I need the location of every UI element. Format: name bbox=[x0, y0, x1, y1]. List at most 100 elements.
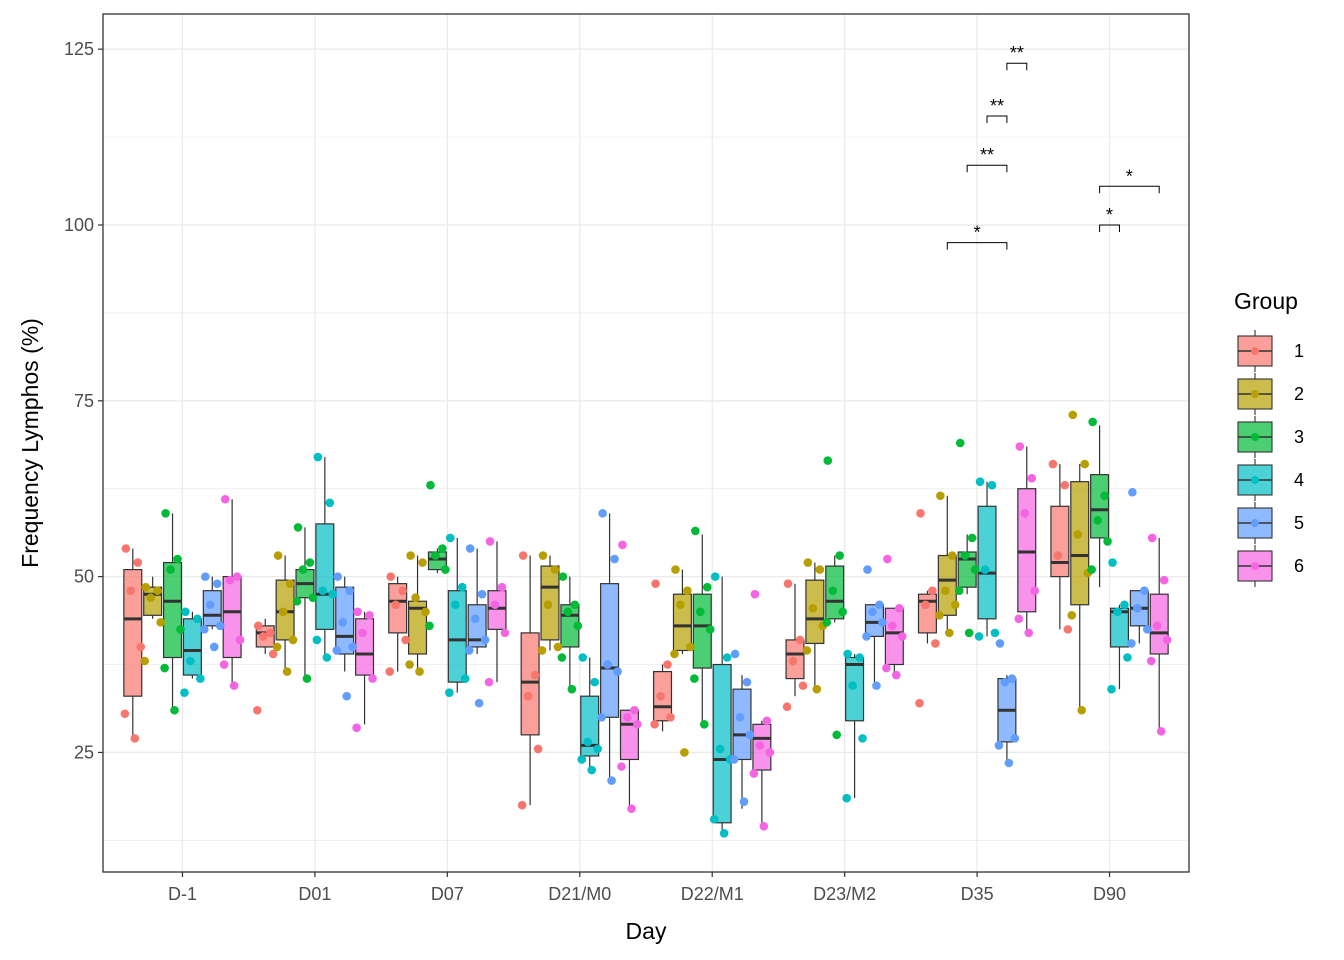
data-point bbox=[627, 804, 636, 814]
data-point bbox=[680, 748, 689, 757]
x-tick-label: D22/M1 bbox=[681, 884, 744, 904]
data-point bbox=[173, 554, 182, 564]
data-point bbox=[666, 712, 675, 722]
data-point bbox=[1156, 727, 1166, 736]
x-tick-label: D23/M2 bbox=[813, 884, 876, 904]
data-point bbox=[1100, 491, 1109, 501]
data-point bbox=[892, 670, 901, 680]
data-point bbox=[1053, 551, 1063, 560]
data-point bbox=[278, 607, 288, 617]
data-point bbox=[597, 712, 606, 722]
data-point bbox=[699, 720, 709, 729]
legend-label: 4 bbox=[1294, 470, 1304, 490]
data-point bbox=[798, 681, 808, 690]
data-point bbox=[749, 769, 759, 778]
data-point bbox=[265, 628, 275, 638]
data-point bbox=[1123, 653, 1132, 662]
data-point bbox=[709, 814, 719, 824]
data-point bbox=[762, 716, 772, 726]
significance-label: * bbox=[1106, 205, 1113, 225]
data-point bbox=[729, 755, 739, 764]
box bbox=[355, 618, 375, 676]
data-point bbox=[282, 667, 292, 676]
data-point bbox=[735, 712, 745, 722]
data-point bbox=[828, 586, 838, 595]
data-point bbox=[975, 477, 985, 486]
data-point bbox=[782, 702, 792, 712]
box bbox=[447, 590, 467, 683]
data-point bbox=[120, 709, 130, 719]
data-point bbox=[160, 663, 169, 673]
x-tick-label: D07 bbox=[431, 884, 464, 904]
data-point bbox=[338, 618, 348, 627]
data-point bbox=[141, 582, 151, 592]
data-point bbox=[603, 660, 612, 669]
data-point bbox=[133, 558, 143, 567]
data-point bbox=[1107, 684, 1116, 694]
data-point bbox=[121, 544, 131, 553]
box-group-3-d-1 bbox=[162, 513, 183, 711]
data-point bbox=[465, 544, 475, 553]
data-point bbox=[710, 572, 720, 581]
data-point bbox=[398, 586, 407, 595]
box-group-5-d21-m0 bbox=[600, 513, 620, 781]
significance-bracket bbox=[946, 242, 1008, 250]
data-point bbox=[1000, 677, 1010, 687]
legend-key-point bbox=[1251, 562, 1259, 570]
data-point bbox=[578, 653, 588, 662]
data-point bbox=[313, 452, 323, 462]
data-point bbox=[288, 635, 298, 645]
data-point bbox=[166, 565, 175, 574]
data-point bbox=[253, 621, 263, 631]
data-point bbox=[848, 681, 857, 690]
data-point bbox=[200, 625, 209, 634]
data-point bbox=[1067, 611, 1077, 620]
data-point bbox=[990, 628, 1000, 638]
data-point bbox=[411, 593, 420, 603]
x-axis-title: Day bbox=[626, 918, 667, 944]
data-point bbox=[126, 586, 136, 595]
data-point bbox=[484, 677, 494, 687]
significance-bracket bbox=[986, 115, 1008, 123]
data-point bbox=[153, 586, 162, 595]
data-point bbox=[332, 646, 342, 655]
box-group-3-d01 bbox=[295, 527, 315, 679]
data-point bbox=[954, 586, 964, 595]
data-point bbox=[617, 762, 626, 771]
data-point bbox=[590, 677, 599, 687]
data-point bbox=[633, 720, 642, 729]
data-point bbox=[888, 621, 897, 631]
data-point bbox=[931, 639, 940, 648]
data-point bbox=[523, 691, 533, 701]
data-point bbox=[215, 621, 225, 631]
data-point bbox=[538, 551, 548, 560]
data-point bbox=[855, 653, 864, 662]
data-point bbox=[425, 621, 434, 631]
box bbox=[1070, 481, 1090, 606]
data-point bbox=[696, 607, 705, 617]
data-point bbox=[715, 744, 725, 754]
axes: 25 50 75 100 125 D-1 D01 D07 D21/M0 D22/M1 D23/M2 D… bbox=[64, 39, 1126, 904]
data-point bbox=[1027, 473, 1037, 483]
data-point bbox=[788, 656, 798, 666]
data-point bbox=[803, 558, 813, 567]
data-point bbox=[474, 698, 484, 708]
box bbox=[182, 618, 202, 676]
box-group-6-d35 bbox=[1017, 446, 1037, 633]
grid bbox=[103, 14, 1189, 872]
data-point bbox=[651, 579, 660, 588]
data-point bbox=[691, 526, 700, 536]
data-point bbox=[1152, 621, 1162, 631]
data-point bbox=[229, 681, 239, 690]
data-point bbox=[974, 632, 984, 641]
box bbox=[1090, 474, 1110, 539]
legend: Group 1 2 3 4 5 6 bbox=[1234, 288, 1304, 587]
data-point bbox=[258, 632, 268, 641]
significance-bracket bbox=[1006, 62, 1028, 71]
data-point bbox=[232, 572, 242, 581]
data-point bbox=[882, 663, 891, 673]
data-point bbox=[613, 667, 622, 676]
data-point bbox=[130, 734, 140, 743]
legend-key-point bbox=[1251, 476, 1259, 484]
data-point bbox=[863, 565, 872, 574]
